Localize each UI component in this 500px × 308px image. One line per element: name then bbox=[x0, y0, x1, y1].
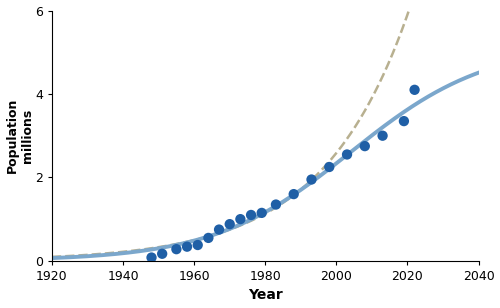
Y-axis label: Population
millions: Population millions bbox=[6, 98, 34, 173]
X-axis label: Year: Year bbox=[248, 289, 282, 302]
Point bbox=[343, 152, 351, 157]
Point bbox=[361, 144, 369, 148]
Point bbox=[326, 164, 334, 169]
Point bbox=[148, 255, 156, 260]
Point bbox=[183, 244, 191, 249]
Point bbox=[247, 213, 255, 217]
Point bbox=[158, 251, 166, 256]
Point bbox=[308, 177, 316, 182]
Point bbox=[215, 227, 223, 232]
Point bbox=[400, 119, 408, 124]
Point bbox=[258, 210, 266, 215]
Point bbox=[204, 235, 212, 240]
Point bbox=[290, 192, 298, 197]
Point bbox=[410, 87, 418, 92]
Point bbox=[272, 202, 280, 207]
Point bbox=[378, 133, 386, 138]
Point bbox=[194, 242, 202, 247]
Point bbox=[172, 247, 180, 252]
Point bbox=[226, 222, 234, 227]
Point bbox=[236, 217, 244, 222]
